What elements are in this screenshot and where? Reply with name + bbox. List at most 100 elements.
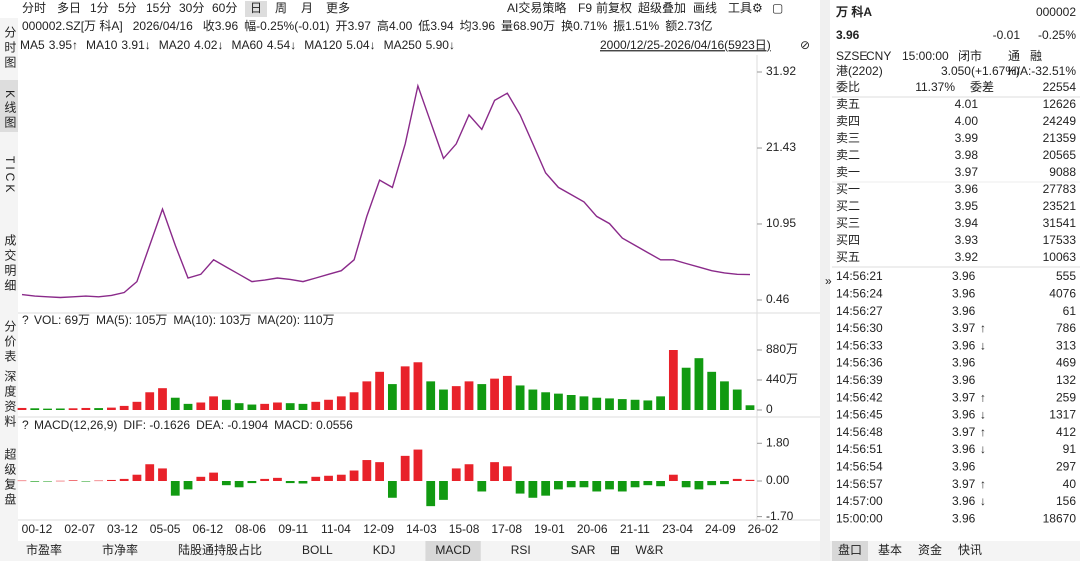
tick-volume: 555 xyxy=(1056,269,1076,283)
bar xyxy=(349,392,359,410)
panel-tab[interactable]: 基本 xyxy=(878,543,902,557)
tool-button[interactable]: 前复权 xyxy=(596,0,632,15)
tool-button[interactable]: 工具 xyxy=(728,1,752,15)
period-tab[interactable]: 月 xyxy=(301,1,313,15)
period-tab[interactable]: 日 xyxy=(250,1,262,15)
hk-label: 港(2202) xyxy=(836,64,883,78)
bottom-tab[interactable]: SAR xyxy=(571,543,596,557)
add-tab-icon[interactable]: ⊞ xyxy=(610,543,620,557)
bar xyxy=(387,481,397,498)
period-tab[interactable]: 5分 xyxy=(118,1,137,15)
selected-period xyxy=(245,1,267,17)
period-tab[interactable]: 1分 xyxy=(90,1,109,15)
bar xyxy=(349,470,359,481)
stock-code: 000002 xyxy=(1036,5,1076,19)
bar xyxy=(566,481,576,488)
window-icon[interactable]: ▢ xyxy=(772,1,783,15)
bar xyxy=(311,401,321,410)
side-tab[interactable]: 分价表 xyxy=(3,320,17,365)
tick-time: 14:56:24 xyxy=(836,286,883,300)
bar xyxy=(515,385,525,410)
bar xyxy=(324,399,333,410)
bottom-tab[interactable]: RSI xyxy=(511,543,531,557)
side-tab[interactable]: 深度资料 xyxy=(3,370,17,430)
y-tick-label: 880万 xyxy=(766,342,798,356)
bar xyxy=(745,405,755,410)
bar xyxy=(183,403,193,410)
tick-arrow: ↑ xyxy=(980,390,986,404)
x-tick-label: 03-12 xyxy=(107,522,138,536)
side-tab[interactable]: 超级复盘 xyxy=(3,447,17,508)
bottom-tab[interactable]: MACD xyxy=(435,543,471,557)
tool-button[interactable]: AI交易策略 xyxy=(507,0,566,15)
tick-price: 3.96 xyxy=(952,338,976,352)
settings-icon[interactable]: ⊘ xyxy=(800,38,810,52)
status: 通 xyxy=(1008,49,1020,63)
last-price: 3.96 xyxy=(836,28,860,42)
tick-volume: 297 xyxy=(1056,459,1076,473)
bar xyxy=(745,479,755,481)
tick-price: 3.97 xyxy=(952,390,976,404)
panel-tab[interactable]: 资金 xyxy=(918,542,942,557)
period-tab[interactable]: 多日 xyxy=(57,1,81,15)
ma-value: 5.04↓ xyxy=(346,38,375,52)
side-tab[interactable]: 分时图 xyxy=(3,26,17,71)
ma-value: 5.90↓ xyxy=(426,38,455,52)
gear-icon[interactable]: ⚙ xyxy=(752,1,763,15)
x-tick-label: 05-05 xyxy=(150,522,181,536)
macd-header: MACD(12,26,9) xyxy=(34,418,117,432)
tick-volume: 313 xyxy=(1056,338,1076,352)
tick-arrow: ↓ xyxy=(980,494,986,508)
side-tab[interactable]: K线图 xyxy=(3,90,17,131)
tick-time: 14:56:57 xyxy=(836,477,883,491)
bottom-tab[interactable]: 陆股通持股占比 xyxy=(178,542,262,557)
tick-time: 14:56:48 xyxy=(836,425,883,439)
panel-tab[interactable]: 快讯 xyxy=(958,543,982,557)
tool-button[interactable]: F9 xyxy=(578,1,592,15)
bar xyxy=(68,408,78,410)
tick-volume: 4076 xyxy=(1049,286,1076,300)
side-tab[interactable]: TICK xyxy=(3,156,17,195)
tick-arrow: ↑ xyxy=(980,477,986,491)
bar xyxy=(439,481,448,500)
selected-bottom-tab xyxy=(425,541,481,561)
tick-arrow: ↓ xyxy=(980,442,986,456)
book-price: 3.93 xyxy=(955,233,979,247)
bar xyxy=(298,481,308,484)
collapse-icon[interactable]: » xyxy=(825,274,832,288)
period-tab[interactable]: 15分 xyxy=(146,1,171,15)
tick-volume: 412 xyxy=(1056,425,1076,439)
period-tab[interactable]: 周 xyxy=(275,1,287,15)
bar xyxy=(221,399,231,410)
tick-time: 14:56:39 xyxy=(836,373,883,387)
tool-button[interactable]: 画线 xyxy=(693,1,717,15)
bar xyxy=(566,395,576,410)
x-tick-label: 21-11 xyxy=(620,522,650,536)
tool-button[interactable]: 超级叠加 xyxy=(638,0,686,15)
bar xyxy=(170,481,180,496)
bar xyxy=(387,384,397,410)
macd-header: DEA: -0.1904 xyxy=(196,418,268,432)
period-tab[interactable]: 60分 xyxy=(212,1,237,15)
book-volume: 9088 xyxy=(1049,165,1076,179)
period-tab[interactable]: 更多 xyxy=(326,1,350,15)
info-value: 3.97 xyxy=(348,19,372,33)
info-value: 4.00 xyxy=(389,19,413,33)
bar xyxy=(643,481,653,486)
bottom-tab[interactable]: 市净率 xyxy=(102,542,138,557)
bar xyxy=(81,407,91,410)
bottom-tab[interactable]: W&R xyxy=(635,543,663,557)
period-tab[interactable]: 分时 xyxy=(22,1,46,15)
bottom-tab[interactable]: BOLL xyxy=(302,543,333,557)
volume-header: MA(5): 105万 xyxy=(96,313,167,327)
status: 15:00:00 xyxy=(902,49,949,63)
tick-volume: 259 xyxy=(1056,390,1076,404)
bar xyxy=(477,384,487,410)
tick-price: 3.96 xyxy=(952,356,976,370)
bottom-tab[interactable]: KDJ xyxy=(373,543,396,557)
bar xyxy=(170,397,180,410)
bottom-tab[interactable]: 市盈率 xyxy=(26,542,62,557)
period-tab[interactable]: 30分 xyxy=(179,1,204,15)
side-tab[interactable]: 成交明细 xyxy=(3,234,17,294)
panel-tab[interactable]: 盘口 xyxy=(838,542,862,557)
